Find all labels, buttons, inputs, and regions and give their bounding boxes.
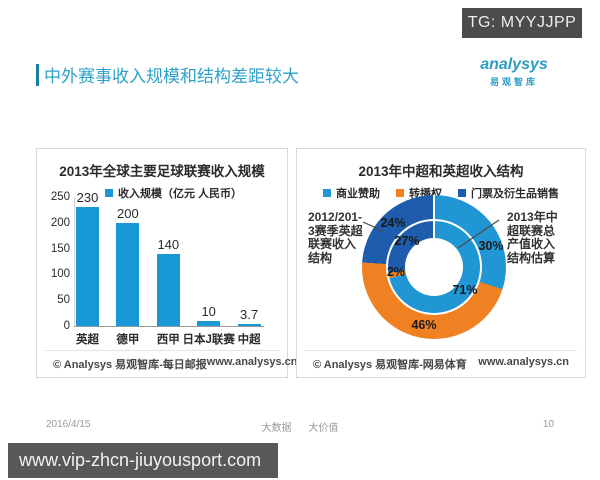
bar [76,207,99,326]
donut-legend-item: 商业赞助 [323,185,380,201]
legend-swatch-icon [396,189,404,197]
y-tick-label: 50 [57,294,70,307]
y-axis-line [74,197,75,326]
percent-label: 2% [386,265,406,279]
slogan-left: 大数据 [261,423,292,434]
bar-category-label: 中超 [237,334,261,346]
annotation-line: 结构估算 [507,250,556,265]
donut-hole [405,238,463,296]
source-left: © Analysys 易观智库-网易体育 [313,359,467,371]
source-url: www.analysys.cn [206,356,298,368]
watermark-url-banner: www.vip-zhcn-jiuyousport.com [8,443,278,478]
bar-value-label: 10 [201,304,216,319]
x-axis-line [74,326,264,327]
y-tick-label: 200 [50,216,70,229]
annotation-line: 2013年中 [507,210,558,224]
tg-badge: TG: MYYJJPP [462,8,582,38]
bar-value-label: 3.7 [240,307,259,322]
annotation-line: 结构 [308,250,333,265]
annotation-epl: 2012/201- 3赛季英超 联赛收入 结构 [308,210,363,265]
annotation-line: 3赛季英超 [308,223,363,238]
analysys-logo: analysys 易观智库 [472,56,556,88]
bar-chart-source-row: © Analysys 易观智库-每日邮报 www.analysys.cn [45,350,297,372]
bar-chart-title: 2013年全球主要足球联赛收入规模 [59,164,265,179]
bar [116,223,140,326]
source-url: www.analysys.cn [478,356,569,368]
legend-swatch-icon [105,189,113,197]
annotation-line: 联赛收入 [308,237,357,251]
bar [197,321,221,326]
legend-swatch-icon [323,189,331,197]
donut-top-divider [433,195,435,267]
slide-title: 中外赛事收入规模和结构差距较大 [44,67,299,86]
percent-label: 24% [380,216,406,230]
bar-legend-label: 收入规模（亿元 人民币） [118,188,243,200]
bar-value-label: 200 [117,206,139,221]
annotation-line: 2012/201- [308,210,363,224]
bar-value-label: 230 [76,190,99,205]
donut-legend-item: 门票及衍生品销售 [458,185,559,201]
slide-title-row: 中外赛事收入规模和结构差距较大 [36,62,299,87]
analysys-logo-wordmark: analysys [480,56,548,73]
y-tick-label: 150 [50,242,70,255]
percent-label: 27% [394,234,420,248]
donut-chart-panel: 2013年中超和英超收入结构 商业赞助 转播权 门票及衍生品销售 2012/201-… [296,148,586,378]
bar-chart-legend: 收入规模（亿元 人民币） [105,185,242,201]
page-number: 10 [542,419,554,430]
slogan-right: 大价值 [308,423,339,434]
donut-chart-title: 2013年中超和英超收入结构 [358,164,524,179]
donut-legend-label: 商业赞助 [336,188,380,200]
bar-category-label: 英超 [76,334,99,346]
source-left: © Analysys 易观智库-每日邮报 [53,359,207,371]
donut-chart [362,195,506,339]
bar-category-label: 西甲 [156,334,180,346]
analysys-logo-chinese: 易观智库 [489,77,538,87]
donut-legend-label: 门票及衍生品销售 [471,188,559,200]
annotation-csl: 2013年中 超联赛总 产值收入 结构估算 [507,210,558,265]
bar [237,324,261,326]
y-tick-label: 100 [50,268,70,281]
y-tick-label: 0 [63,320,70,332]
y-tick-label: 250 [50,191,70,203]
percent-label: 30% [478,239,504,253]
slide-slogan: 大数据 大价值 [0,419,600,434]
slide-date: 2016/4/15 [46,419,91,430]
donut-chart-source-row: © Analysys 易观智库-网易体育 www.analysys.cn [305,350,577,372]
title-accent-bar [36,63,39,86]
bar-chart-panel: 2013年全球主要足球联赛收入规模 收入规模（亿元 人民币） © Analysy… [36,148,297,378]
bar-category-label: 日本J联赛 [182,334,235,346]
bar-value-label: 140 [157,237,180,252]
legend-swatch-icon [458,189,466,197]
annotation-line: 超联赛总 [507,223,556,238]
annotation-line: 产值收入 [507,237,556,251]
bar [156,254,180,326]
percent-label: 46% [411,318,437,332]
percent-label: 71% [452,283,478,297]
bar-category-label: 德甲 [116,334,140,346]
